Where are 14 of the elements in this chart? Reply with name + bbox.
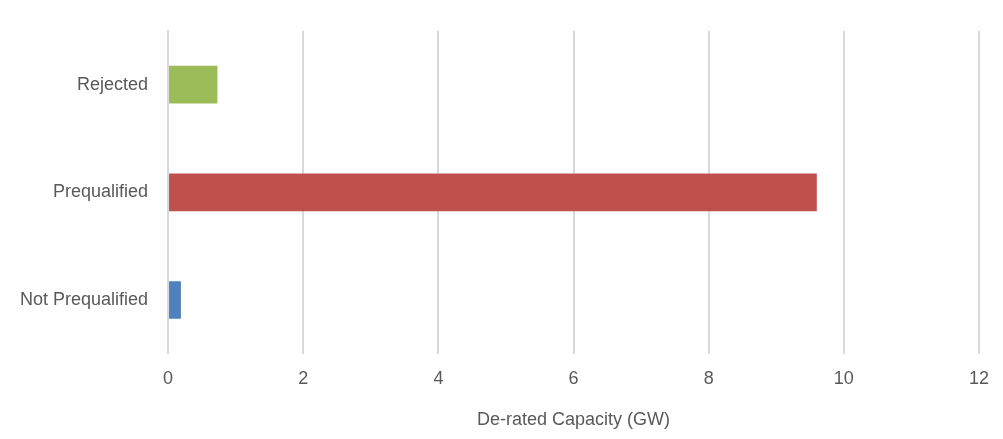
x-tick-label: 2 <box>298 367 309 388</box>
x-tick-label: 10 <box>833 367 854 388</box>
x-tick-label: 12 <box>968 367 989 388</box>
y-tick-label: Prequalified <box>53 181 149 202</box>
bar <box>169 173 817 212</box>
x-axis-title: De-rated Capacity (GW) <box>477 409 671 430</box>
y-tick-label: Not Prequalified <box>20 288 149 309</box>
x-tick-label: 4 <box>433 367 444 388</box>
y-tick-label: Rejected <box>77 73 149 94</box>
x-tick-label: 6 <box>568 367 579 388</box>
bar <box>169 281 181 319</box>
x-tick-label: 8 <box>703 367 714 388</box>
bar <box>169 65 218 104</box>
x-tick-label: 0 <box>163 367 174 388</box>
